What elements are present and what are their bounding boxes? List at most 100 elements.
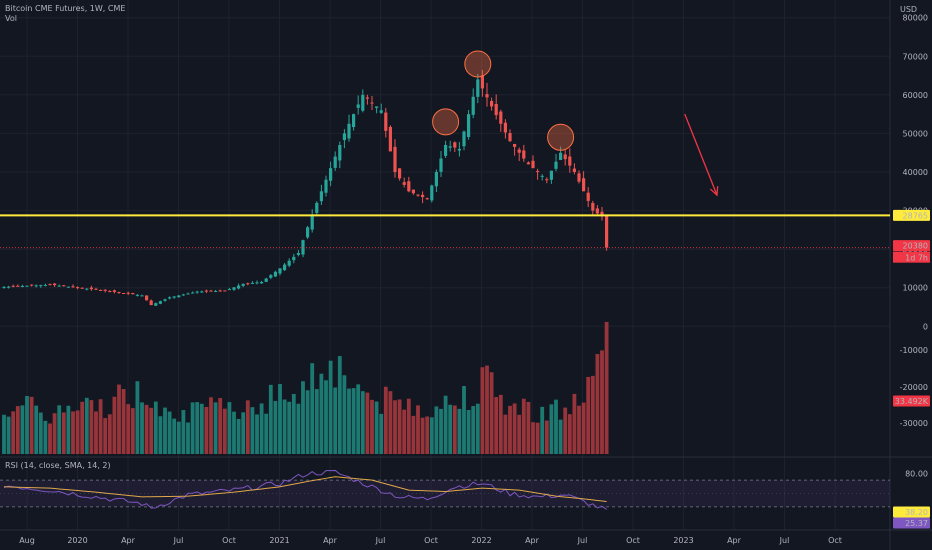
candle: [379, 110, 383, 113]
peak-circle: [432, 108, 460, 136]
volume-bar: [2, 414, 6, 454]
volume-bar: [521, 398, 526, 454]
candle: [540, 175, 544, 177]
volume-bar: [351, 388, 356, 454]
countdown-bg: [893, 251, 930, 263]
candle: [329, 168, 333, 181]
candle: [273, 271, 277, 277]
time-tick-label: Jul: [779, 536, 790, 545]
candle: [227, 289, 231, 291]
volume-bar: [485, 365, 489, 454]
volume-bar: [268, 384, 273, 454]
volume-bar: [590, 375, 595, 454]
candle: [241, 283, 245, 286]
candle: [605, 215, 609, 248]
volume-bar: [480, 367, 485, 454]
candle: [209, 290, 213, 292]
volume-bar: [457, 408, 462, 454]
candle: [66, 286, 70, 288]
candle: [324, 179, 328, 193]
time-tick-label: Oct: [626, 536, 640, 545]
candle: [232, 287, 236, 290]
candle: [89, 287, 93, 290]
candle: [20, 286, 24, 288]
time-tick-label: 2020: [67, 536, 87, 545]
candle: [62, 285, 66, 287]
time-tick-label: Apr: [525, 536, 540, 545]
volume-bar: [420, 417, 425, 454]
volume-bar: [411, 415, 416, 454]
candle: [117, 292, 121, 294]
candle: [365, 97, 369, 99]
candle: [398, 168, 402, 179]
volume-bar: [255, 414, 259, 454]
candle: [342, 133, 346, 141]
candle: [462, 131, 466, 147]
volume-bar: [296, 403, 301, 454]
candle: [85, 288, 89, 290]
volume-bar: [20, 405, 25, 454]
candle: [563, 154, 567, 160]
candle: [191, 292, 195, 294]
volume-bar: [388, 391, 393, 454]
chart-header: Bitcoin CME Futures, 1W, CME Vol: [5, 4, 125, 24]
volume-bar: [112, 396, 117, 454]
candle: [508, 133, 512, 142]
candle: [517, 149, 521, 153]
volume-bar: [52, 413, 57, 454]
candle: [448, 146, 452, 148]
volume-bar: [360, 391, 365, 454]
volume-bar: [287, 401, 292, 454]
volume-bar: [135, 381, 140, 454]
price-tick-label: 50000: [903, 129, 928, 138]
price-tick-label: 0: [923, 322, 928, 331]
volume-bar: [218, 397, 223, 454]
candle: [319, 191, 323, 202]
candle: [177, 295, 181, 298]
volume-bar: [61, 412, 66, 454]
candles: [2, 69, 609, 306]
volume-bar: [586, 376, 591, 454]
volume-bar: [186, 422, 190, 454]
rsi-pane: [0, 469, 890, 510]
volume-bar: [11, 411, 16, 454]
volume-bar: [209, 397, 213, 454]
volume-bar: [342, 375, 347, 454]
price-tick-label: 60000: [903, 91, 928, 100]
rsi-label: RSI (14, close, SMA, 14, 2): [5, 461, 111, 470]
time-tick-label: Apr: [727, 536, 742, 545]
volume-bar: [365, 392, 370, 454]
volume-bar: [117, 384, 121, 454]
candle: [218, 290, 222, 292]
candle: [439, 158, 443, 172]
volume-bar: [489, 372, 494, 454]
volume-bar: [38, 412, 43, 454]
candle: [352, 114, 356, 128]
volume-bar: [475, 403, 480, 454]
candle: [471, 96, 475, 115]
candle: [30, 284, 34, 286]
level-tag-bg: [893, 209, 930, 221]
volume-bar: [540, 406, 545, 454]
candle: [347, 123, 351, 139]
rsi-line: [3, 469, 607, 510]
candle: [526, 162, 530, 165]
volume-bar: [158, 416, 163, 454]
candle: [214, 291, 218, 293]
volume-bar: [121, 389, 126, 454]
candle: [112, 290, 116, 292]
candle: [554, 161, 558, 169]
volume-bar: [48, 423, 52, 454]
candle: [370, 102, 374, 104]
volume-bars: [2, 321, 609, 454]
candle: [186, 293, 190, 295]
time-tick-label: Apr: [121, 536, 136, 545]
candle: [126, 292, 130, 294]
candle: [172, 296, 176, 298]
volume-bar: [319, 373, 324, 454]
candle: [568, 156, 572, 166]
volume-bar: [512, 403, 517, 454]
volume-bar: [498, 394, 503, 454]
candle: [485, 94, 489, 98]
